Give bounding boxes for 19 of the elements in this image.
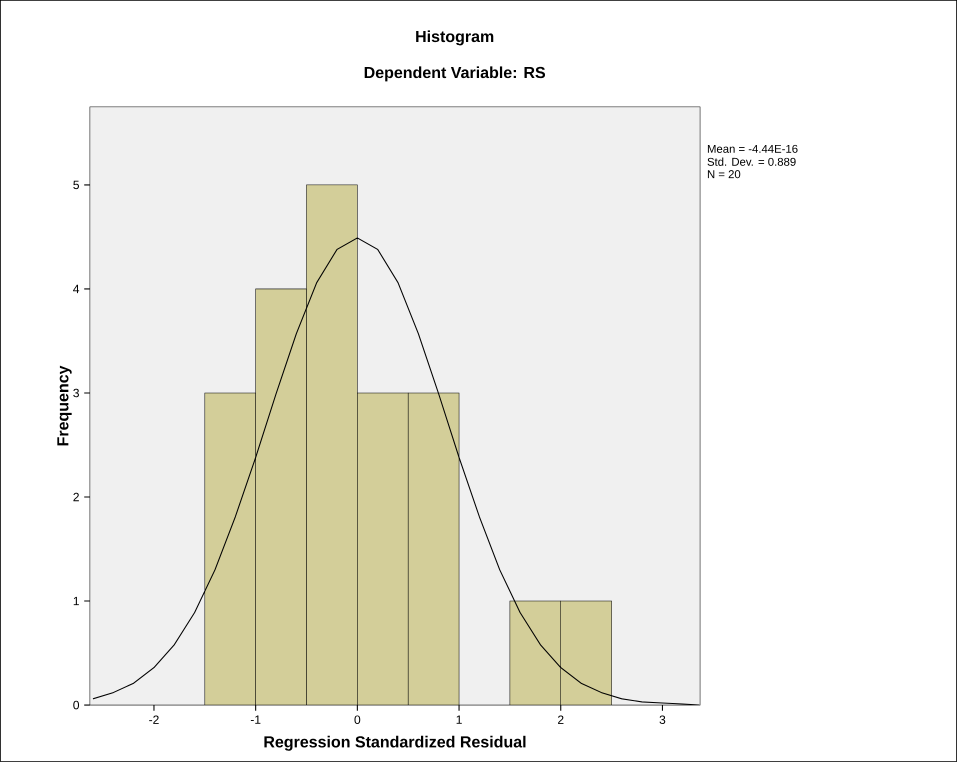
x-tick-label: -2: [149, 715, 159, 724]
x-tick-label: 3: [660, 715, 666, 724]
x-axis-title: Regression Standardized Residual: [264, 736, 526, 751]
y-tick-label: 0: [73, 700, 80, 710]
x-tick-label: 1: [456, 715, 462, 724]
text: Std. Dev. = 0.889: [708, 158, 796, 166]
x-tick-label: 2: [558, 715, 564, 724]
y-tick-label: 3: [73, 388, 79, 398]
y-axis-title: Frequency: [57, 366, 72, 446]
x-tick-label: -1: [250, 715, 260, 724]
text: Mean = -4.44E-16: [708, 144, 798, 153]
y-tick-label: 5: [73, 180, 79, 190]
y-tick-label: 1: [74, 596, 79, 606]
x-tick-label: 0: [354, 715, 360, 724]
chart-title: Histogram: [416, 30, 494, 46]
text: N = 20: [708, 170, 740, 178]
y-tick-label: 4: [73, 284, 80, 294]
y-tick-label: 2: [73, 492, 79, 502]
chart-subtitle: Dependent Variable: RS: [364, 66, 546, 82]
